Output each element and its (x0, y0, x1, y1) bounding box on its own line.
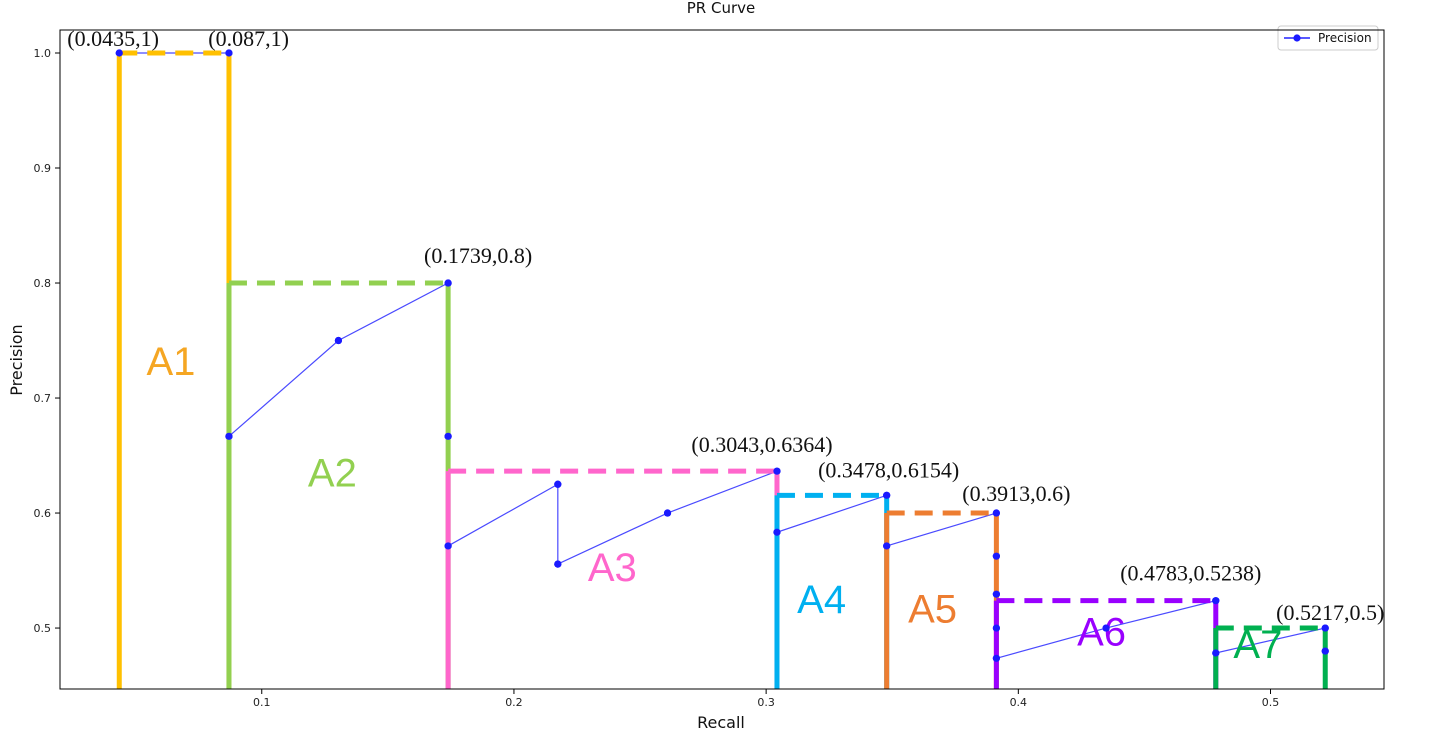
precision-series-line (119, 52, 1326, 660)
region-label: A5 (908, 587, 957, 631)
region-label: A6 (1077, 610, 1126, 654)
precision-data-point-overlay (554, 480, 562, 488)
region-a7: A7 (1213, 623, 1328, 689)
point-annotation: (0.3043,0.6364) (691, 432, 832, 457)
point-annotation: (0.5217,0.5) (1276, 600, 1384, 625)
point-annotation: (0.3913,0.6) (962, 481, 1070, 506)
precision-data-point-overlay (444, 542, 452, 550)
y-tick-label: 0.9 (34, 162, 52, 175)
precision-data-point-overlay (883, 491, 891, 499)
precision-data-point-overlay (1321, 624, 1329, 632)
precision-data-point-overlay (1321, 647, 1329, 655)
plot-area-frame (59, 29, 1385, 690)
point-annotation: (0.3478,0.6154) (818, 457, 959, 482)
region-a3: A3 (445, 468, 780, 689)
precision-data-point-overlay (773, 528, 781, 536)
legend-box (1277, 25, 1379, 51)
y-tick-label: 0.7 (34, 392, 52, 405)
legend-entry-precision: Precision (1318, 31, 1372, 45)
precision-data-point-overlay (883, 542, 891, 550)
region-label: A3 (588, 546, 637, 590)
region-a4: A4 (774, 492, 890, 689)
legend-swatch-marker (1293, 34, 1301, 42)
x-tick-label: 0.5 (1262, 696, 1280, 709)
region-a6: A6 (993, 598, 1219, 689)
precision-data-point-overlay (1212, 649, 1220, 657)
point-annotation: (0.1739,0.8) (424, 243, 532, 268)
precision-data-point-overlay (115, 49, 123, 57)
precision-data-point-overlay (992, 624, 1000, 632)
y-axis-label: Precision (7, 324, 26, 395)
y-tick-label: 0.5 (34, 622, 52, 635)
precision-data-point-overlay (1102, 624, 1110, 632)
precision-data-point-overlay (1212, 597, 1220, 605)
x-tick-label: 0.3 (757, 696, 775, 709)
region-a1: A1 (116, 50, 232, 689)
point-annotation: (0.4783,0.5238) (1120, 561, 1261, 586)
precision-data-point-overlay (992, 590, 1000, 598)
y-tick-label: 0.6 (34, 507, 52, 520)
precision-data-point-overlay (992, 509, 1000, 517)
region-label: A1 (146, 340, 195, 384)
precision-data-point-overlay (554, 560, 562, 568)
region-a5: A5 (884, 510, 999, 689)
precision-data-point-overlay (992, 654, 1000, 662)
y-tick-label: 0.8 (34, 277, 52, 290)
chart-title: PR Curve (687, 0, 756, 17)
precision-data-point-overlay (992, 552, 1000, 560)
precision-data-point-overlay (663, 509, 672, 517)
x-tick-label: 0.4 (1010, 696, 1028, 709)
precision-data-point-overlay (444, 432, 452, 440)
precision-data-point-overlay (444, 279, 452, 287)
x-tick-label: 0.2 (505, 696, 523, 709)
precision-data-point-overlay (225, 49, 233, 57)
precision-data-point-overlay (225, 432, 233, 440)
precision-data-point-overlay (773, 467, 781, 475)
region-label: A2 (308, 452, 357, 496)
region-label: A7 (1233, 623, 1282, 667)
y-tick-label: 1.0 (34, 47, 52, 60)
x-tick-label: 0.1 (253, 696, 271, 709)
x-axis-label: Recall (697, 713, 745, 732)
precision-data-point-overlay (334, 336, 343, 345)
region-label: A4 (797, 578, 846, 622)
